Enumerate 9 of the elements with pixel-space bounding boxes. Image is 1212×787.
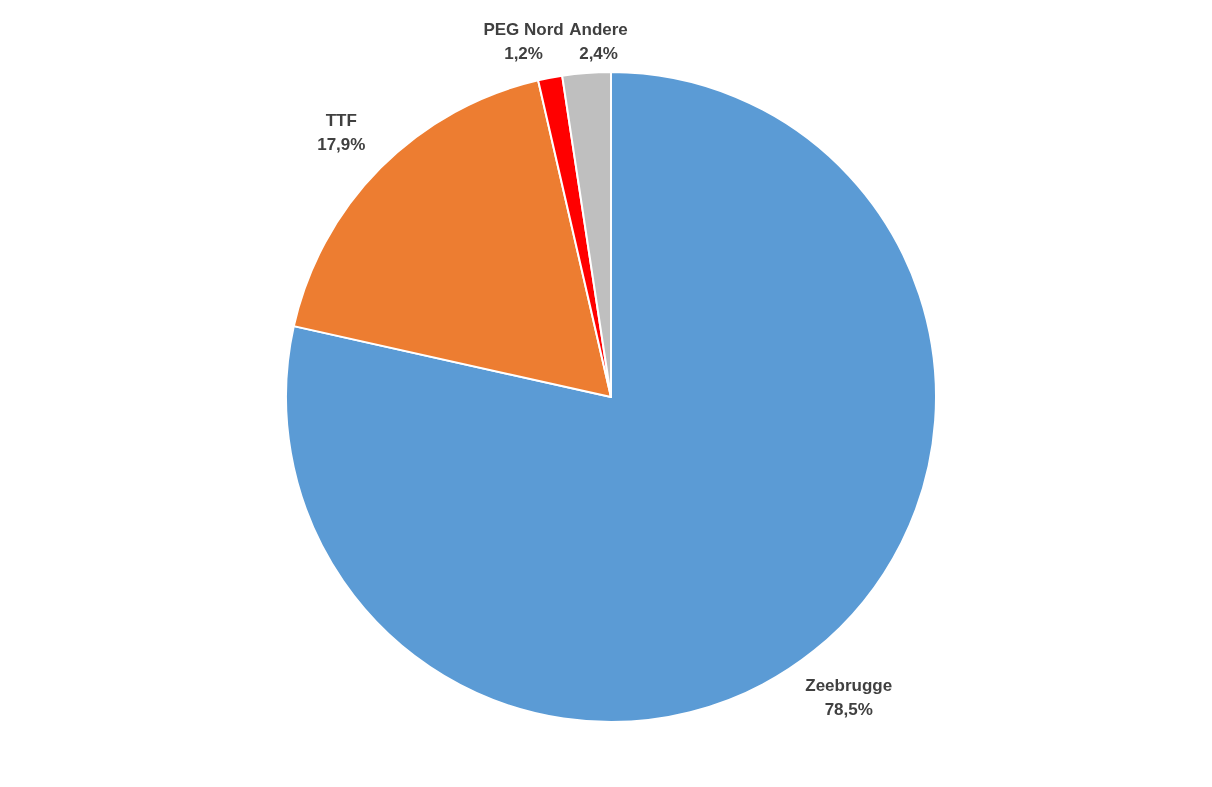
data-label: 1,2% [504,44,543,63]
data-label: 2,4% [579,44,618,63]
slice-label: Zeebrugge [805,675,893,695]
slice-label: TTF [325,110,357,130]
data-label: 78,5% [824,699,873,719]
pie-slice [285,71,937,723]
slice-label: Andere [569,20,628,39]
data-label: 17,9% [317,134,366,154]
slice-label: PEG Nord [483,20,564,39]
